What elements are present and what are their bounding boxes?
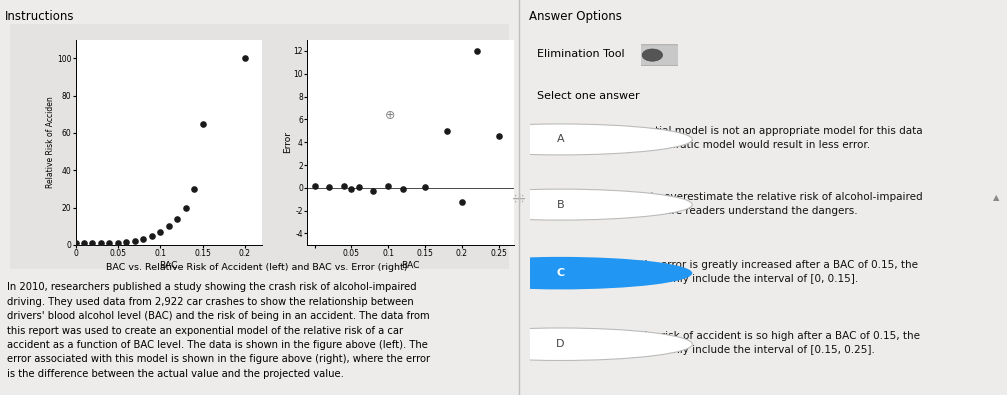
Y-axis label: Error: Error	[283, 131, 292, 153]
Text: An exponential model is not an appropriate model for this data
because a quadrat: An exponential model is not an appropria…	[593, 126, 923, 150]
Text: ⊕: ⊕	[385, 109, 395, 122]
Point	[343, 186, 359, 192]
Point	[169, 216, 185, 222]
Point	[366, 188, 382, 194]
Point	[161, 223, 177, 229]
Point	[490, 134, 507, 140]
Point	[127, 238, 143, 245]
Point	[306, 182, 322, 189]
X-axis label: BAC: BAC	[159, 261, 178, 270]
Circle shape	[428, 257, 692, 290]
Text: Select one answer: Select one answer	[537, 91, 639, 101]
Text: It is better to overestimate the relative risk of alcohol-impaired
driving to en: It is better to overestimate the relativ…	[593, 192, 923, 216]
Point	[118, 239, 134, 245]
Point	[102, 240, 118, 246]
Circle shape	[428, 124, 692, 155]
Point	[439, 128, 455, 134]
Point	[144, 232, 160, 239]
Point	[67, 240, 84, 246]
Point	[76, 240, 92, 246]
Point	[336, 182, 352, 189]
Y-axis label: Relative Risk of Acciden: Relative Risk of Acciden	[46, 96, 55, 188]
Text: Elimination Tool: Elimination Tool	[537, 49, 624, 59]
Point	[468, 48, 484, 54]
Point	[152, 229, 168, 235]
Point	[135, 236, 151, 243]
Point	[177, 204, 193, 211]
Text: Instructions: Instructions	[5, 10, 75, 23]
Circle shape	[428, 328, 692, 361]
Point	[350, 184, 367, 190]
Text: Because the risk of accident is so high after a BAC of 0.15, the
model should on: Because the risk of accident is so high …	[593, 331, 920, 355]
Point	[186, 186, 202, 192]
Text: C: C	[556, 268, 564, 278]
Point	[381, 182, 397, 189]
Text: B: B	[557, 199, 564, 210]
Text: ⁜: ⁜	[514, 191, 529, 204]
Point	[237, 55, 253, 61]
Text: In 2010, researchers published a study showing the crash risk of alcohol-impaire: In 2010, researchers published a study s…	[7, 282, 430, 379]
Text: BAC vs. Relative Risk of Accident (left) and BAC vs. Error (right): BAC vs. Relative Risk of Accident (left)…	[106, 263, 408, 272]
Point	[395, 186, 411, 192]
Point	[194, 120, 210, 127]
Text: Answer Options: Answer Options	[529, 10, 621, 23]
X-axis label: BAC: BAC	[401, 261, 420, 270]
FancyBboxPatch shape	[636, 45, 683, 66]
Point	[321, 184, 337, 190]
Text: ▲: ▲	[994, 193, 1000, 202]
Point	[93, 240, 109, 246]
Point	[454, 198, 470, 205]
Text: Because the error is greatly increased after a BAC of 0.15, the
model should onl: Because the error is greatly increased a…	[593, 260, 918, 284]
Point	[110, 239, 126, 246]
Text: D: D	[556, 339, 565, 349]
Text: A: A	[557, 134, 564, 145]
Circle shape	[642, 49, 663, 61]
Circle shape	[428, 189, 692, 220]
Point	[417, 184, 433, 190]
Point	[85, 240, 101, 246]
